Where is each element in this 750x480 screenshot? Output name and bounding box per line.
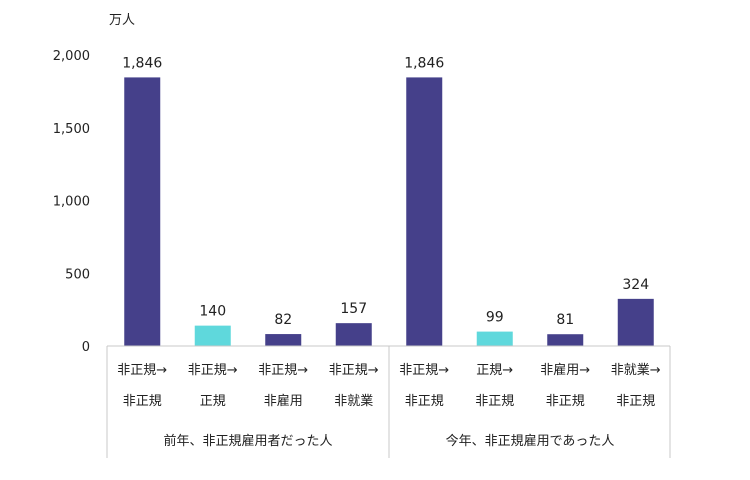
category-label-line1: 非正規→ (117, 363, 167, 378)
category-label-line1: 正規→ (476, 363, 513, 378)
category-label-line2: 非正規 (475, 394, 514, 409)
data-label: 157 (340, 301, 367, 317)
bar (406, 77, 443, 347)
bar (617, 298, 654, 346)
category-label-line1: 非雇用→ (540, 362, 590, 378)
category-label-line2: 正規 (200, 394, 226, 409)
category-label-line1: 非正規→ (329, 363, 379, 378)
y-axis-ticks: 0 500 1,000 1,500 2,000 (53, 49, 90, 355)
bar (476, 331, 513, 346)
data-labels: 1,846 140 82 157 1,846 99 81 324 (122, 55, 649, 328)
bar (335, 323, 372, 346)
data-label: 1,846 (404, 55, 444, 71)
y-tick-label: 500 (65, 267, 90, 282)
group-label: 前年、非正規雇用者だった人 (163, 433, 332, 449)
data-label: 324 (622, 277, 649, 293)
y-tick-label: 0 (82, 340, 90, 355)
category-axis (106, 345, 671, 458)
group-label: 今年、非正規雇用であった人 (446, 433, 615, 449)
bar (265, 334, 302, 346)
category-label-line2: 非正規 (616, 394, 655, 409)
data-label: 81 (556, 312, 574, 328)
bars (124, 77, 654, 347)
category-label-line2: 非雇用 (264, 393, 303, 409)
category-label-line1: 非正規→ (399, 363, 449, 378)
data-label: 99 (486, 310, 504, 326)
category-labels: 非正規→ 非正規 非正規→ 正規 非正規→ 非雇用 非正規→ 非就業 非正規→ 非正規 正規→ 非正規… (117, 362, 661, 409)
y-tick-label: 1,000 (53, 195, 90, 210)
category-label-line2: 非就業 (334, 393, 373, 409)
category-label-line2: 非正規 (405, 394, 444, 409)
category-label-line2: 非正規 (123, 394, 162, 409)
category-label-line1: 非就業→ (611, 362, 661, 378)
y-tick-label: 2,000 (53, 49, 90, 64)
data-label: 140 (199, 304, 226, 320)
category-label-line1: 非正規→ (188, 363, 238, 378)
bar (547, 334, 584, 346)
category-label-line2: 非正規 (546, 394, 585, 409)
data-label: 1,846 (122, 55, 162, 71)
group-labels: 前年、非正規雇用者だった人 今年、非正規雇用であった人 (163, 433, 614, 449)
category-label-line1: 非正規→ (258, 363, 308, 378)
data-label: 82 (274, 312, 292, 328)
y-axis-unit-label: 万人 (109, 13, 135, 28)
bar (194, 325, 231, 346)
y-tick-label: 1,500 (53, 122, 90, 137)
bar (124, 77, 161, 347)
